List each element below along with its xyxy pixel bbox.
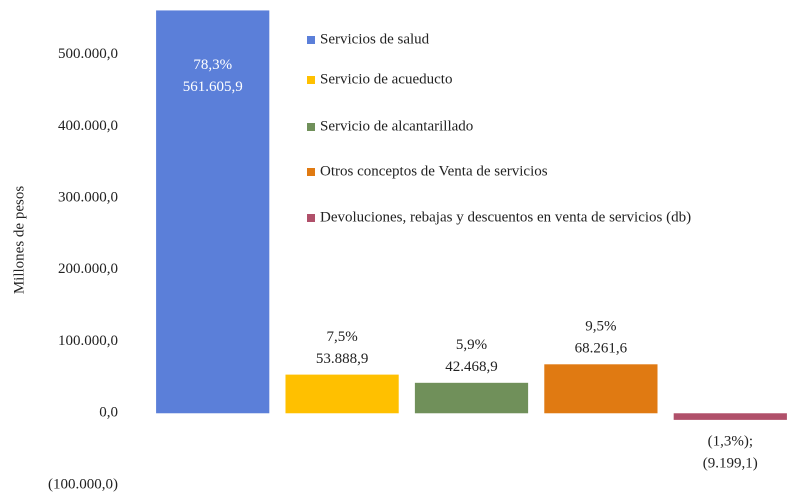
value-label: 42.468,9: [445, 359, 498, 375]
legend-swatch: [307, 123, 315, 131]
value-label: 68.261,6: [575, 341, 628, 357]
y-tick-label: 400.000,0: [58, 118, 118, 134]
legend-label: Servicios de salud: [320, 31, 430, 47]
legend-label: Otros conceptos de Venta de servicios: [320, 163, 548, 179]
bar: [285, 374, 399, 414]
legend-swatch: [307, 214, 315, 222]
legend-swatch: [307, 76, 315, 84]
percent-label: 5,9%: [456, 337, 487, 353]
bar: [544, 364, 658, 414]
legend-label: Servicio de acueducto: [320, 71, 452, 87]
bar: [414, 382, 529, 414]
value-label: 561.605,9: [183, 79, 243, 95]
legend-label: Servicio de alcantarillado: [320, 118, 473, 134]
legend-swatch: [307, 36, 315, 44]
y-tick-label: 300.000,0: [58, 190, 118, 206]
percent-label: 78,3%: [193, 57, 232, 73]
percent-label: (1,3%);: [708, 433, 753, 449]
y-tick-label: 0,0: [99, 405, 118, 421]
bar: [156, 10, 270, 414]
value-label: (9.199,1): [703, 455, 758, 471]
percent-label: 7,5%: [326, 329, 357, 345]
percent-label: 9,5%: [585, 319, 616, 335]
legend-label: Devoluciones, rebajas y descuentos en ve…: [320, 209, 691, 225]
bar: [673, 413, 787, 420]
legend-swatch: [307, 168, 315, 176]
y-tick-label: 200.000,0: [58, 261, 118, 277]
y-tick-label: 500.000,0: [58, 46, 118, 62]
value-label: 53.888,9: [316, 351, 369, 367]
y-tick-label: (100.000,0): [48, 476, 118, 492]
y-axis-label: Millones de pesos: [11, 186, 27, 294]
y-tick-label: 100.000,0: [58, 333, 118, 349]
